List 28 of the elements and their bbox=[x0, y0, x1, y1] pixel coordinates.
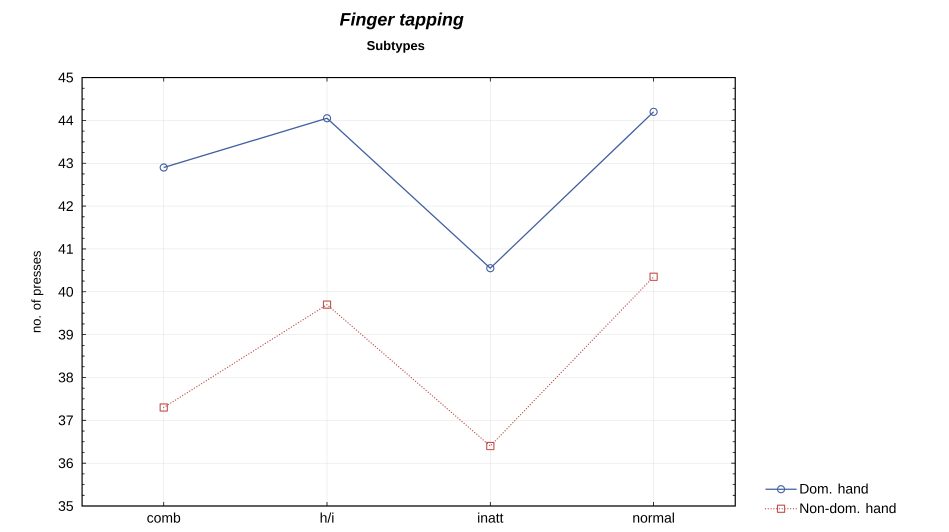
x-tick-label: normal bbox=[633, 512, 674, 523]
y-tick-label: 37 bbox=[58, 415, 73, 426]
point bbox=[649, 272, 658, 281]
y-tick-label: 44 bbox=[58, 116, 74, 126]
point bbox=[322, 114, 332, 122]
x-tick-label: comb bbox=[147, 512, 180, 523]
y-tick-label: 36 bbox=[58, 458, 73, 468]
point bbox=[649, 108, 658, 116]
x-tick-label: h/i bbox=[320, 512, 334, 523]
legend-label: Non-dom. hand bbox=[800, 503, 896, 514]
point bbox=[486, 264, 494, 272]
y-tick-label: 43 bbox=[58, 158, 73, 168]
point bbox=[160, 403, 168, 412]
chart-title: Finger tapping bbox=[340, 12, 464, 30]
y-tick-label: 42 bbox=[58, 201, 73, 212]
y-tick-label: 45 bbox=[58, 72, 74, 82]
x-tick-label: inatt bbox=[478, 512, 504, 523]
point bbox=[160, 163, 168, 172]
y-tick-label: 40 bbox=[58, 286, 74, 297]
y-tick-label: 39 bbox=[58, 330, 73, 340]
chart-subtitle: Subtypes bbox=[367, 40, 424, 53]
y-tick-label: 38 bbox=[58, 372, 73, 382]
y-axis-title: no. of presses bbox=[31, 251, 44, 332]
y-tick-label: 41 bbox=[58, 244, 73, 254]
y-tick-label: 35 bbox=[58, 501, 74, 512]
legend-label: Dom. hand bbox=[800, 484, 868, 494]
point bbox=[486, 442, 494, 450]
point bbox=[322, 300, 332, 309]
